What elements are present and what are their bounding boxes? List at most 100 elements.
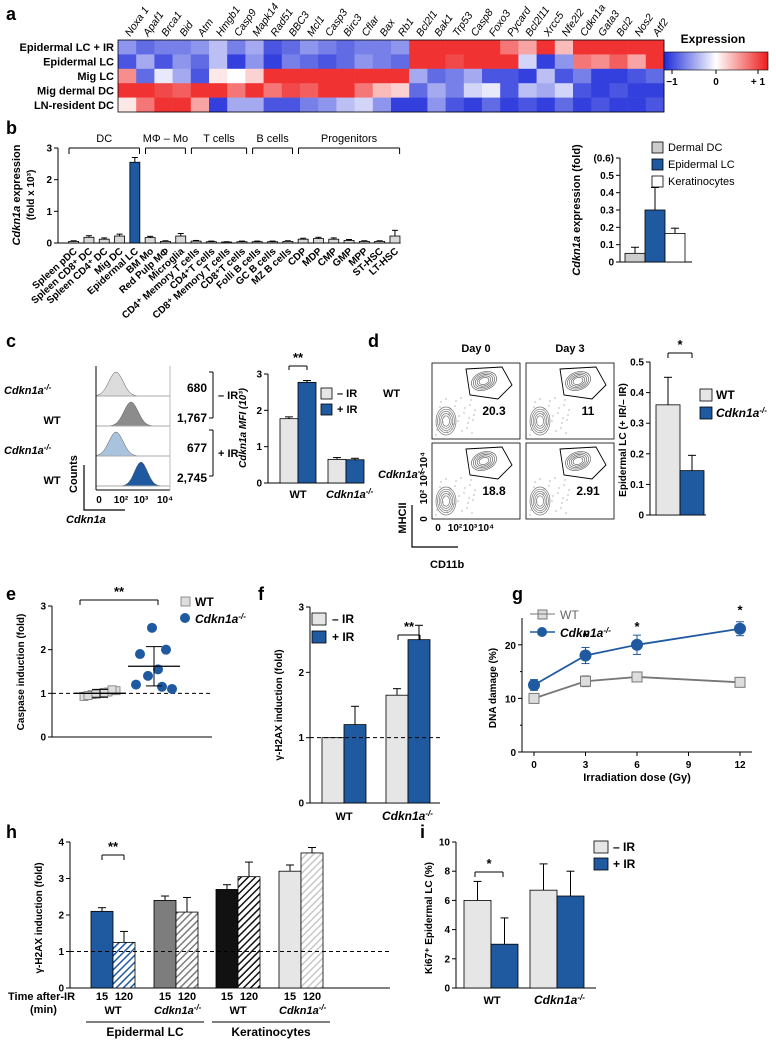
contour-line bbox=[565, 371, 591, 391]
y-tick-label: 10³ bbox=[419, 471, 430, 486]
genotype-label: WT bbox=[229, 1005, 246, 1017]
heatmap-cell bbox=[190, 40, 210, 55]
heatmap-cell bbox=[427, 54, 446, 70]
heatmap-cell bbox=[463, 54, 483, 70]
heatmap-cell bbox=[209, 97, 228, 113]
significance-mark: ** bbox=[293, 350, 304, 365]
event-dot bbox=[463, 412, 465, 414]
event-dot bbox=[564, 479, 566, 481]
y-tick-label: 2 bbox=[444, 954, 450, 965]
heatmap-cell bbox=[500, 54, 519, 70]
event-dot bbox=[474, 409, 476, 411]
legend-label: WT bbox=[560, 608, 579, 622]
bar bbox=[98, 238, 110, 244]
heatmap-cell bbox=[300, 40, 319, 55]
contour-line bbox=[529, 406, 551, 436]
heatmap-cell bbox=[645, 83, 665, 98]
contour-line bbox=[435, 486, 457, 516]
legend-label: Dermal DC bbox=[668, 142, 722, 154]
group-label: Progenitors bbox=[321, 133, 378, 145]
bar bbox=[267, 241, 278, 244]
contour-line bbox=[572, 377, 584, 385]
legend-label: WT bbox=[716, 388, 735, 402]
contour-line bbox=[472, 452, 496, 470]
heatmap-cell bbox=[482, 54, 501, 70]
heatmap-cell bbox=[391, 54, 410, 70]
data-point-wt bbox=[631, 671, 643, 683]
heatmap-cell bbox=[536, 54, 556, 70]
event-dot bbox=[540, 511, 542, 513]
y-tick-label: 0 bbox=[40, 733, 46, 744]
heatmap-cell bbox=[609, 54, 628, 70]
heatmap-cell bbox=[391, 97, 410, 113]
event-dot bbox=[549, 400, 551, 402]
bar bbox=[529, 889, 558, 989]
event-dot bbox=[551, 500, 553, 502]
bar bbox=[374, 241, 386, 244]
contour-line bbox=[440, 413, 452, 429]
bar bbox=[236, 241, 248, 244]
heatmap-cell bbox=[336, 54, 355, 70]
bar bbox=[175, 911, 199, 989]
legend-swatch bbox=[311, 630, 327, 644]
y-tick-label: 0 bbox=[256, 479, 262, 490]
y-tick-label: 0 bbox=[298, 799, 304, 810]
contour-line bbox=[570, 455, 586, 467]
heatmap-cell bbox=[209, 83, 228, 98]
bar bbox=[68, 241, 80, 244]
heatmap-cell bbox=[190, 54, 210, 70]
heatmap-cell bbox=[154, 54, 173, 70]
event-dot bbox=[472, 419, 474, 421]
event-dot bbox=[562, 497, 564, 499]
time-tick-label: 15 bbox=[284, 991, 296, 1003]
legend-tick-label: + 1 bbox=[751, 77, 766, 88]
heatmap-cell bbox=[518, 40, 537, 55]
event-dot bbox=[468, 497, 470, 499]
heatmap-cell bbox=[609, 68, 628, 84]
heatmap-cell bbox=[463, 83, 483, 98]
heatmap-frame bbox=[117, 39, 665, 113]
gate-percent: 11 bbox=[582, 404, 595, 418]
category-label: Cdkn1a-/- bbox=[326, 487, 374, 502]
event-dot bbox=[567, 414, 569, 416]
category-label: WT bbox=[289, 489, 306, 501]
event-dot bbox=[531, 504, 533, 506]
panel-letter-e: e bbox=[6, 584, 16, 604]
data-point-ko bbox=[579, 649, 592, 662]
y-tick-label: 2 bbox=[40, 645, 46, 656]
contour-panel bbox=[431, 362, 521, 440]
y-tick-label: 6 bbox=[444, 896, 450, 907]
event-dot bbox=[552, 415, 554, 417]
category-label: Cdkn1a-/- bbox=[382, 809, 433, 824]
y-axis-label-b-2: (fold x 10³) bbox=[26, 170, 37, 221]
event-dot bbox=[565, 432, 567, 434]
legend-swatch bbox=[180, 596, 191, 607]
heatmap-cell bbox=[281, 68, 301, 84]
y-tick-label: 0 bbox=[58, 984, 64, 995]
y-tick-label: 0.4 bbox=[600, 188, 614, 199]
event-dot bbox=[439, 486, 441, 488]
heatmap-row-label: Epidermal LC + IR bbox=[20, 42, 114, 54]
y-tick-label: 0 bbox=[638, 511, 644, 522]
event-dot bbox=[568, 409, 570, 411]
significance-mark: ** bbox=[114, 584, 125, 599]
x-tick-label: 10³ bbox=[134, 495, 149, 506]
event-dot bbox=[436, 509, 438, 511]
heatmap-cell bbox=[482, 40, 501, 55]
event-dot bbox=[543, 408, 545, 410]
y-tick-label: 0 bbox=[419, 516, 430, 522]
contour-line bbox=[472, 372, 496, 390]
legend-swatch bbox=[651, 175, 664, 188]
event-dot bbox=[454, 485, 456, 487]
panel-letter-c: c bbox=[6, 331, 16, 351]
heatmap-cell bbox=[391, 40, 410, 55]
y-axis-label-d2: Epidermal LC (+ IR/– IR) bbox=[618, 383, 629, 497]
heatmap-cell bbox=[209, 40, 228, 55]
heatmap-cell bbox=[518, 68, 537, 84]
x-tick-label: 10² bbox=[114, 495, 129, 506]
heatmap-cell bbox=[245, 68, 264, 84]
genotype-label: WT bbox=[104, 1005, 121, 1017]
event-dot bbox=[470, 479, 472, 481]
event-dot bbox=[445, 398, 447, 400]
